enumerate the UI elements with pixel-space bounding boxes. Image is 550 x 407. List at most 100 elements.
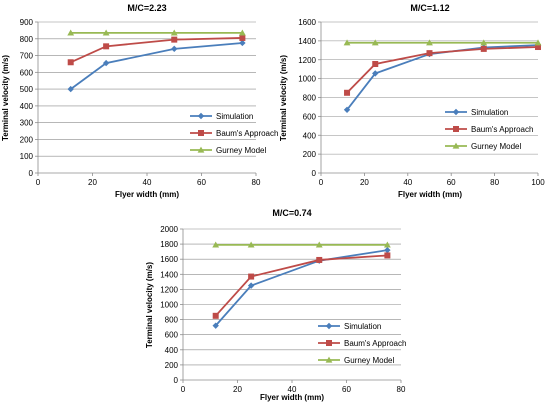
chart-2: M/C=1.12 0 200 400 600 800 1000 1200 1400 1600 0 20…	[279, 3, 545, 199]
x-tick-label: 80	[252, 178, 261, 187]
legend-marker	[198, 130, 204, 136]
chart-1: M/C=2.23 0 100 200 300 400 500 600 700 800 900 0 20 4…	[1, 3, 278, 199]
series-square	[212, 252, 391, 319]
series-triangle	[212, 241, 391, 248]
chart-title: M/C=2.23	[127, 3, 166, 13]
legend-marker	[452, 108, 460, 116]
x-axis-label: Flyer width (mm)	[260, 393, 324, 402]
legend-marker	[325, 356, 333, 363]
x-tick-label: 80	[490, 178, 499, 187]
x-tick-label: 20	[88, 178, 97, 187]
legend-label: Simulation	[344, 322, 381, 331]
x-tick-label: 60	[447, 178, 456, 187]
x-tick-label: 40	[288, 385, 297, 394]
x-tick-label: 0	[319, 178, 324, 187]
y-tick-label: 200	[165, 361, 179, 370]
data-point	[171, 36, 178, 43]
data-point	[67, 85, 74, 93]
legend-marker	[197, 146, 205, 153]
y-tick-label: 0	[29, 169, 34, 178]
legend: Simulation Baum's Approach Gurney Model	[318, 322, 406, 365]
y-axis-label: Terminal velocity (m/s)	[145, 262, 154, 348]
data-point	[239, 34, 246, 41]
legend-label: Baum's Approach	[471, 125, 533, 134]
legend-marker	[197, 112, 205, 120]
data-point	[426, 39, 433, 46]
data-point	[316, 256, 323, 263]
y-tick-label: 400	[303, 131, 317, 140]
data-point	[384, 246, 391, 254]
data-point	[67, 59, 74, 66]
y-tick-label: 1200	[160, 285, 178, 294]
y-tick-label: 200	[303, 150, 317, 159]
legend-label: Baum's Approach	[344, 339, 406, 348]
y-tick-label: 600	[303, 112, 317, 121]
data-point	[247, 282, 255, 289]
y-tick-label: 400	[20, 102, 34, 111]
series-line	[215, 249, 388, 327]
data-point	[534, 39, 542, 46]
legend: Simulation Baum's Approach Gurney Model	[190, 112, 278, 155]
x-tick-label: 80	[397, 385, 406, 394]
y-tick-label: 1000	[298, 75, 316, 84]
data-point	[102, 59, 110, 67]
y-tick-label: 0	[312, 169, 317, 178]
y-tick-label: 800	[165, 316, 179, 325]
x-tick-label: 60	[197, 178, 206, 187]
series-square	[344, 44, 541, 96]
series-line	[346, 44, 539, 111]
y-tick-label: 500	[20, 85, 34, 94]
legend-label: Baum's Approach	[216, 129, 278, 138]
y-tick-label: 0	[174, 376, 179, 385]
legend-marker	[453, 126, 459, 132]
data-point	[480, 45, 487, 52]
data-point	[212, 312, 219, 319]
y-tick-label: 1600	[298, 18, 316, 27]
legend-label: Gurney Model	[471, 142, 521, 151]
data-point	[103, 43, 110, 50]
series-line	[70, 42, 243, 90]
data-point	[247, 241, 255, 248]
y-axis-label: Terminal velocity (m/s)	[1, 55, 10, 141]
series-line	[346, 46, 539, 94]
series-diamond	[67, 39, 246, 93]
chart-title: M/C=0.74	[272, 208, 311, 218]
data-point	[67, 29, 75, 36]
data-point	[383, 241, 391, 248]
y-tick-label: 2000	[160, 225, 178, 234]
y-tick-label: 1800	[160, 240, 178, 249]
data-point	[238, 29, 246, 36]
legend-marker	[452, 142, 460, 149]
data-point	[248, 273, 255, 280]
y-tick-label: 700	[20, 52, 34, 61]
data-point	[384, 252, 391, 259]
legend-marker	[325, 322, 333, 330]
y-axis-label: Terminal velocity (m/s)	[279, 55, 288, 141]
y-tick-label: 300	[20, 119, 34, 128]
y-tick-label: 1600	[160, 255, 178, 264]
legend-label: Simulation	[216, 112, 253, 121]
y-tick-label: 800	[303, 94, 317, 103]
data-point	[535, 44, 541, 51]
x-tick-label: 60	[342, 385, 351, 394]
x-tick-label: 0	[181, 385, 186, 394]
legend-marker	[326, 340, 332, 346]
data-point	[239, 39, 246, 47]
x-axis-label: Flyer width (mm)	[115, 190, 179, 199]
legend: Simulation Baum's Approach Gurney Model	[445, 108, 533, 151]
chart-3: M/C=0.7402004006008001000120014001600180…	[145, 208, 406, 402]
data-point	[315, 241, 323, 248]
data-point	[426, 50, 433, 57]
data-point	[371, 39, 379, 46]
data-point	[212, 241, 220, 248]
data-point	[212, 322, 219, 329]
y-tick-label: 1000	[160, 301, 178, 310]
x-tick-label: 40	[403, 178, 412, 187]
y-tick-label: 100	[20, 152, 34, 161]
series-square	[67, 34, 246, 66]
series-line	[215, 254, 388, 317]
y-tick-label: 400	[165, 346, 179, 355]
data-point	[372, 60, 379, 67]
x-tick-label: 20	[233, 385, 242, 394]
